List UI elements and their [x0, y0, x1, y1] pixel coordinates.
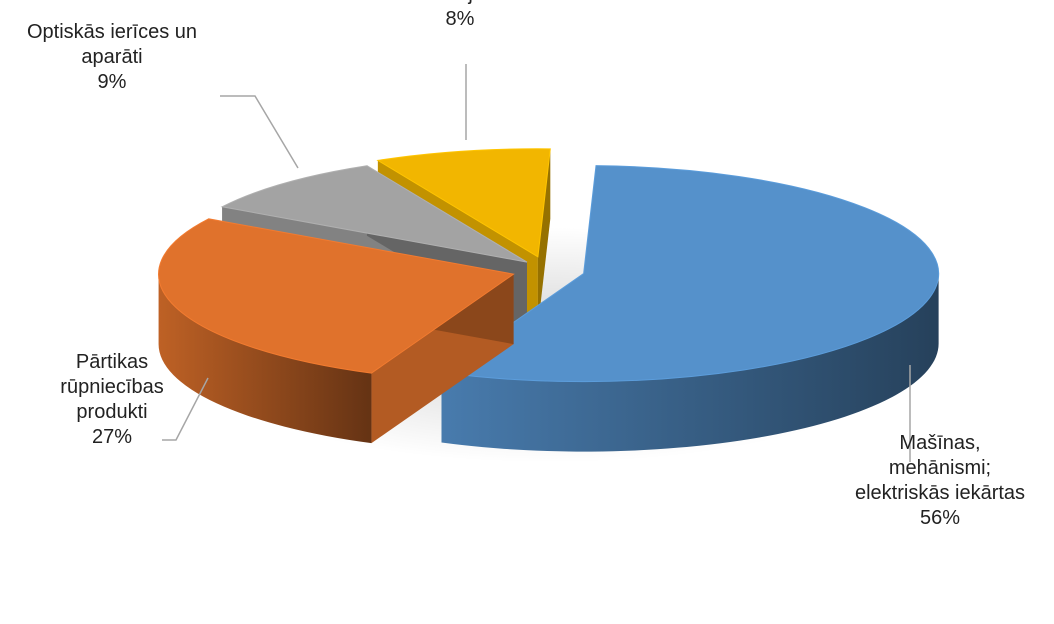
pie-slice-2-wall — [158, 274, 372, 444]
data-label-name: mehānismi; — [889, 457, 991, 479]
data-label-name: Optiskās ierīces un — [27, 21, 197, 43]
data-label-value: 8% — [446, 8, 475, 30]
pie-slice-4-top — [376, 148, 551, 258]
data-label-value: 9% — [98, 71, 127, 93]
data-label-name: Pārtikas — [76, 351, 148, 373]
data-label-name: aparāti — [81, 46, 142, 68]
data-label-name: produkti — [76, 401, 147, 423]
pie-slice-1-wall — [441, 273, 939, 452]
data-label-name: Mašīnas, — [899, 432, 980, 454]
leader-line-2 — [162, 377, 209, 441]
data-label-name: elektriskās iekārtas — [855, 482, 1025, 504]
data-label-3: Optiskās ierīces un aparāti 9% — [27, 21, 197, 93]
data-label-name: Pārējās — [426, 0, 494, 5]
data-label-value: 27% — [92, 426, 132, 448]
data-label-2: Pārtikas rūpniecības produkti 27% — [60, 351, 163, 448]
pie-slice-4-side — [537, 148, 551, 327]
data-label-1: Mašīnas, mehānismi; elektriskās iekārtas 56… — [855, 432, 1025, 529]
data-label-4: Pārējās 8% — [426, 0, 494, 30]
pie-slice-3-top — [220, 165, 528, 263]
data-label-value: 56% — [920, 507, 960, 529]
pie-slice-2-top — [158, 218, 515, 374]
pie-slice-1-top — [440, 165, 940, 383]
data-label-name: rūpniecības — [60, 376, 163, 398]
pie-slice-2 — [158, 218, 515, 444]
leader-line-3 — [220, 95, 299, 169]
pie-slice-1 — [440, 165, 940, 452]
